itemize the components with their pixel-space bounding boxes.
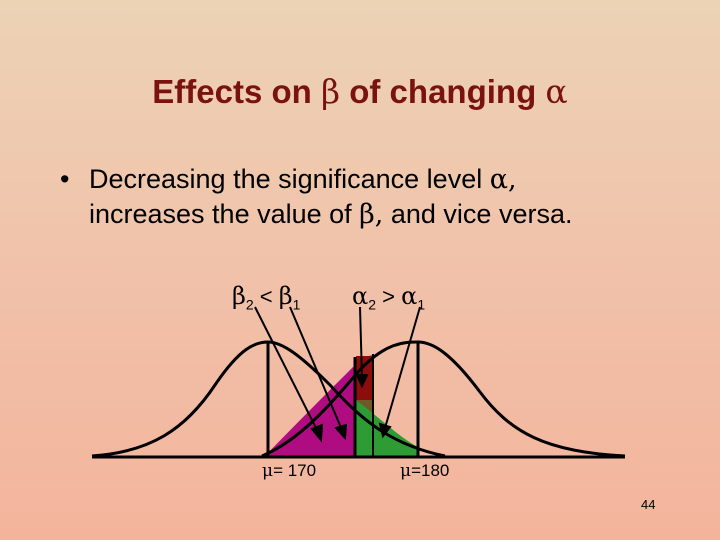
beta2-subscript: 2 [245,296,254,313]
mu-right-symbol: μ [400,461,412,481]
mu-left-label: μ= 170 [262,461,316,481]
mu-left-value: = 170 [273,461,317,480]
title-alpha: α [545,72,568,111]
arrows [254,306,421,443]
bullet-line2-text: increases the value of [89,199,360,229]
arrow-beta1 [289,306,343,431]
arrow-alpha1 [384,306,421,429]
slide-number: 44 [641,497,656,512]
bullet-line2-end: and vice versa. [383,199,573,229]
alpha1-subscript: 1 [417,296,426,313]
beta-operator: < [253,284,279,309]
alpha-operator: > [376,284,402,309]
arrow-alpha2 [359,306,363,379]
mu-right-value: =180 [411,461,450,480]
arrow-beta2-head [310,423,324,443]
mu-left-symbol: μ [262,461,274,481]
bullet-line1-text: Decreasing the significance level [89,164,490,194]
arrow-beta2 [254,306,319,433]
alpha2-subscript: 2 [368,296,377,313]
beta2-symbol: β [232,282,246,310]
bullet-text: Decreasing the significance level α, inc… [89,162,689,232]
arrow-beta1-head [334,423,348,441]
mu-right-label: μ=180 [400,461,449,481]
beta2-region [265,365,355,456]
alpha-comparison-label: α2 > α1 [352,282,425,312]
alpha2-symbol: α [352,282,369,310]
bullet-line1-alpha: α, [489,164,517,195]
slide-title: Effects on β of changing α [0,72,720,111]
right-normal-curve [261,340,626,458]
beta1-symbol: β [278,282,293,310]
beta-comparison-label: β2 < β1 [232,282,300,312]
bullet-marker: • [60,164,70,194]
alpha1-symbol: α [401,282,418,310]
title-middle: of changing [340,73,546,110]
title-prefix: Effects on [152,73,321,110]
bullet-line2-beta: β, [359,199,384,230]
beta1-subscript: 1 [292,296,301,313]
arrow-alpha1-head [378,422,392,439]
arrow-alpha2-head [355,374,369,389]
title-beta: β [321,72,341,111]
